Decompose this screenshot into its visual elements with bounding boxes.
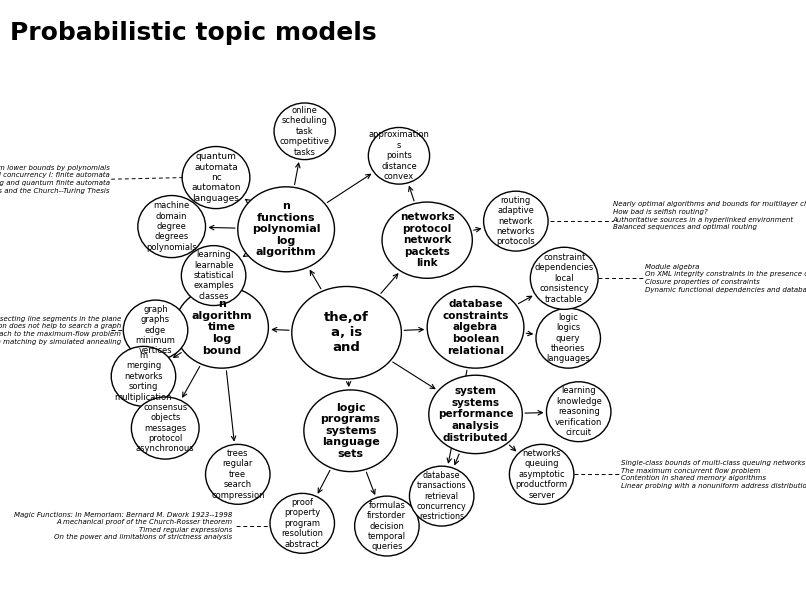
Ellipse shape <box>536 309 600 368</box>
Text: the,of
a, is
and: the,of a, is and <box>324 311 369 355</box>
Ellipse shape <box>292 286 401 379</box>
Text: n
functions
polynomial
log
algorithm: n functions polynomial log algorithm <box>252 201 320 258</box>
Text: learning
knowledge
reasoning
verification
circuit: learning knowledge reasoning verificatio… <box>555 387 602 437</box>
Text: quantum
automata
nc
automaton
languages: quantum automata nc automaton languages <box>191 152 241 203</box>
Text: n
algorithm
time
log
bound: n algorithm time log bound <box>191 299 252 356</box>
Text: Magic Functions: In Memoriam: Bernard M. Dwork 1923--1998
A mechanical proof of : Magic Functions: In Memoriam: Bernard M.… <box>14 512 232 540</box>
Text: Module algebra
On XML integrity constraints in the presence of DTDs
Closure prop: Module algebra On XML integrity constrai… <box>645 264 806 293</box>
Text: logic
logics
query
theories
languages: logic logics query theories languages <box>546 313 590 364</box>
Text: trees
regular
tree
search
compression: trees regular tree search compression <box>211 449 264 500</box>
Text: learning
learnable
statistical
examples
classes: learning learnable statistical examples … <box>193 250 234 301</box>
Text: machine
domain
degree
degrees
polynomials: machine domain degree degrees polynomial… <box>147 201 197 252</box>
Ellipse shape <box>546 382 611 442</box>
Ellipse shape <box>530 247 598 309</box>
Ellipse shape <box>509 444 574 505</box>
Text: database
constraints
algebra
boolean
relational: database constraints algebra boolean rel… <box>442 299 509 356</box>
Text: formulas
firstorder
decision
temporal
queries: formulas firstorder decision temporal qu… <box>368 501 406 551</box>
Text: constraint
dependencies
local
consistency
tractable: constraint dependencies local consistenc… <box>534 253 594 304</box>
Text: networks
queuing
asymptotic
productform
server: networks queuing asymptotic productform … <box>516 449 567 500</box>
Ellipse shape <box>123 300 188 360</box>
Text: Nearly optimal algorithms and bounds for multilayer channel routing
How bad is s: Nearly optimal algorithms and bounds for… <box>613 201 806 230</box>
Text: graph
graphs
edge
minimum
vertices: graph graphs edge minimum vertices <box>135 305 176 355</box>
Ellipse shape <box>409 466 474 526</box>
Text: Quantum lower bounds by polynomials
On the power of bounded concurrency I: finit: Quantum lower bounds by polynomials On t… <box>0 165 110 194</box>
Text: routing
adaptive
network
networks
protocols: routing adaptive network networks protoc… <box>496 196 535 246</box>
Text: networks
protocol
network
packets
link: networks protocol network packets link <box>400 212 455 269</box>
Ellipse shape <box>238 187 334 272</box>
Text: Probabilistic topic models: Probabilistic topic models <box>10 21 376 45</box>
Ellipse shape <box>427 287 524 368</box>
Text: m
merging
networks
sorting
multiplication: m merging networks sorting multiplicatio… <box>114 351 172 402</box>
Text: database
transactions
retrieval
concurrency
restrictions: database transactions retrieval concurre… <box>417 471 467 522</box>
Ellipse shape <box>138 195 206 258</box>
Text: Single-class bounds of multi-class queuing networks
The maximum concurrent flow : Single-class bounds of multi-class queui… <box>621 460 806 489</box>
Text: approximation
s
points
distance
convex: approximation s points distance convex <box>368 131 430 181</box>
Ellipse shape <box>368 128 430 184</box>
Text: An optimal algorithm for intersecting line segments in the plane
Recontamination: An optimal algorithm for intersecting li… <box>0 316 122 344</box>
Text: proof
property
program
resolution
abstract: proof property program resolution abstra… <box>281 498 323 549</box>
Ellipse shape <box>182 146 250 209</box>
Ellipse shape <box>429 375 522 454</box>
Text: consensus
objects
messages
protocol
asynchronous: consensus objects messages protocol asyn… <box>136 403 194 453</box>
Ellipse shape <box>175 287 268 368</box>
Text: logic
programs
systems
language
sets: logic programs systems language sets <box>321 402 380 459</box>
Ellipse shape <box>111 346 176 407</box>
Ellipse shape <box>131 397 199 459</box>
Ellipse shape <box>382 202 472 278</box>
Ellipse shape <box>355 496 419 556</box>
Text: online
scheduling
task
competitive
tasks: online scheduling task competitive tasks <box>280 106 330 157</box>
Ellipse shape <box>484 191 548 251</box>
Ellipse shape <box>274 103 335 160</box>
Text: system
systems
performance
analysis
distributed: system systems performance analysis dist… <box>438 386 513 443</box>
Ellipse shape <box>206 444 270 505</box>
Ellipse shape <box>181 246 246 306</box>
Ellipse shape <box>304 390 397 472</box>
Ellipse shape <box>270 494 334 553</box>
